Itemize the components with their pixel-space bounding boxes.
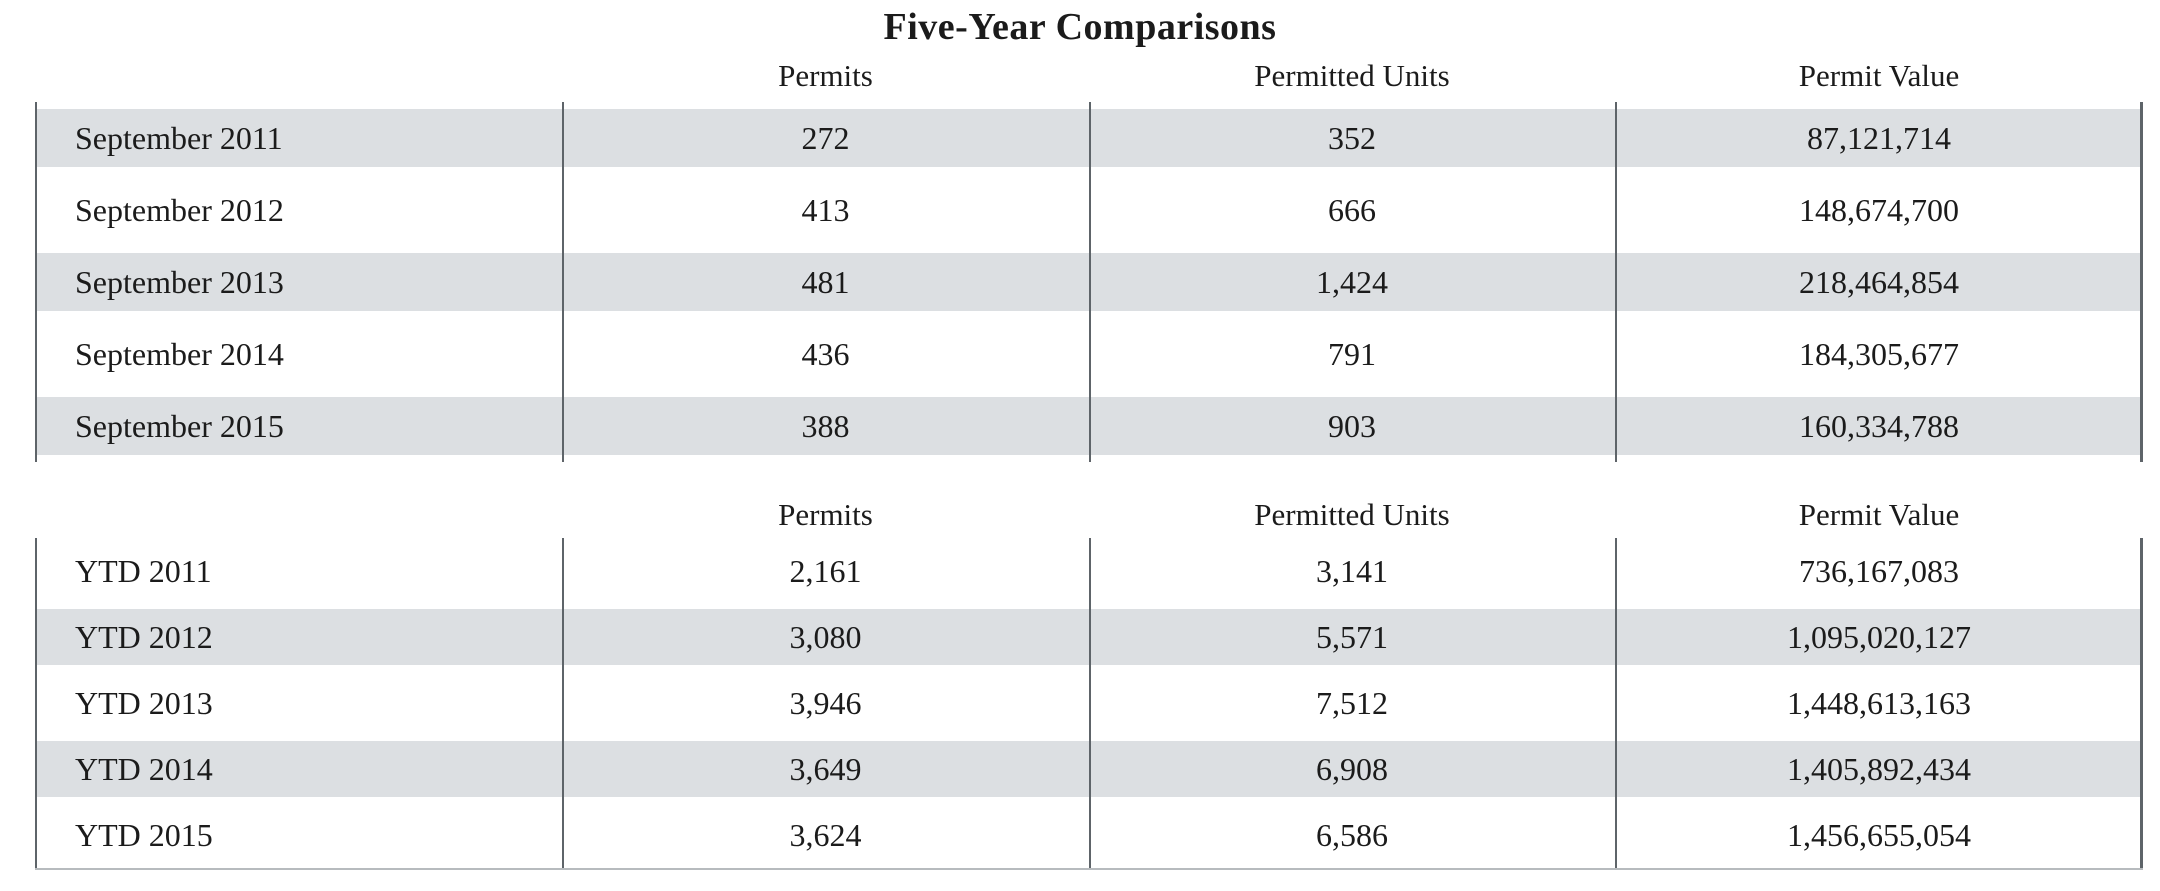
permits-value: 272 [801, 120, 850, 156]
table-left-border [35, 538, 37, 868]
permit-value-amount: 87,121,714 [1807, 120, 1951, 156]
september-comparison-table: Permits Permitted Units Permit Value Septe… [35, 50, 2143, 462]
row-label: September 2012 [75, 192, 284, 228]
column-divider [1615, 102, 1617, 462]
row-label: September 2011 [75, 120, 283, 156]
column-header: Permits [778, 58, 873, 93]
permits-value: 3,649 [789, 751, 862, 787]
column-divider [562, 102, 564, 462]
permitted-units-value: 5,571 [1316, 619, 1388, 655]
permitted-units-value: 666 [1328, 192, 1376, 228]
table-left-border [35, 102, 37, 462]
permit-value-amount: 218,464,854 [1799, 264, 1959, 300]
permits-value: 436 [801, 336, 850, 372]
column-header: Permit Value [1798, 58, 1960, 93]
permits-value: 3,080 [789, 619, 862, 655]
permit-value-amount: 1,095,020,127 [1787, 619, 1971, 655]
permit-value-amount: 148,674,700 [1799, 192, 1959, 228]
table-row: YTD 2013 3,946 7,512 1,448,613,163 [35, 670, 2143, 736]
table-row: September 2014 436 791 184,305,677 [35, 318, 2143, 390]
row-label: YTD 2013 [75, 685, 213, 721]
header-row: Permits Permitted Units Permit Value [35, 492, 2143, 538]
permitted-units-value: 7,512 [1316, 685, 1388, 721]
row-label: September 2013 [75, 264, 284, 300]
permits-value: 388 [801, 408, 850, 444]
permitted-units-value: 352 [1328, 120, 1376, 156]
table-row: YTD 2011 2,161 3,141 736,167,083 [35, 538, 2143, 604]
row-label: YTD 2011 [75, 553, 212, 589]
permit-value-amount: 1,405,892,434 [1787, 751, 1971, 787]
rows: September 2011 272 352 87,121,714 September … [35, 102, 2143, 462]
permits-value: 2,161 [789, 553, 862, 589]
column-divider [562, 538, 564, 868]
column-divider [1089, 538, 1091, 868]
permitted-units-value: 3,141 [1316, 553, 1388, 589]
column-divider [1615, 538, 1617, 868]
page-title: Five-Year Comparisons [883, 6, 1277, 48]
row-label: September 2014 [75, 336, 284, 372]
column-divider [1089, 102, 1091, 462]
permitted-units-value: 791 [1328, 336, 1376, 372]
permitted-units-value: 6,586 [1316, 817, 1388, 853]
permit-value-amount: 736,167,083 [1799, 553, 1959, 589]
table-row: YTD 2015 3,624 6,586 1,456,655,054 [35, 802, 2143, 868]
table-row: September 2012 413 666 148,674,700 [35, 174, 2143, 246]
rows: YTD 2011 2,161 3,141 736,167,083 YTD 2012 3,0… [35, 538, 2143, 870]
table-right-border [2140, 102, 2143, 462]
permit-value-amount: 1,456,655,054 [1787, 817, 1971, 853]
permit-value-amount: 1,448,613,163 [1787, 685, 1971, 721]
permits-value: 3,946 [789, 685, 862, 721]
permits-value: 3,624 [789, 817, 862, 853]
row-label: YTD 2014 [75, 751, 213, 787]
permits-value: 481 [801, 264, 850, 300]
column-header: Permitted Units [1254, 58, 1450, 93]
column-header: Permitted Units [1254, 497, 1450, 532]
permits-value: 413 [801, 192, 850, 228]
row-label: YTD 2012 [75, 619, 213, 655]
table-right-border [2140, 538, 2143, 868]
permitted-units-value: 1,424 [1316, 264, 1388, 300]
permit-value-amount: 184,305,677 [1799, 336, 1959, 372]
row-label: September 2015 [75, 408, 284, 444]
permitted-units-value: 903 [1328, 408, 1376, 444]
column-header: Permits [778, 497, 873, 532]
header-row: Permits Permitted Units Permit Value [35, 50, 2143, 102]
row-label: YTD 2015 [75, 817, 213, 853]
ytd-comparison-table: Permits Permitted Units Permit Value YTD 2… [35, 492, 2143, 870]
permit-value-amount: 160,334,788 [1799, 408, 1959, 444]
permitted-units-value: 6,908 [1316, 751, 1388, 787]
column-header: Permit Value [1798, 497, 1960, 532]
